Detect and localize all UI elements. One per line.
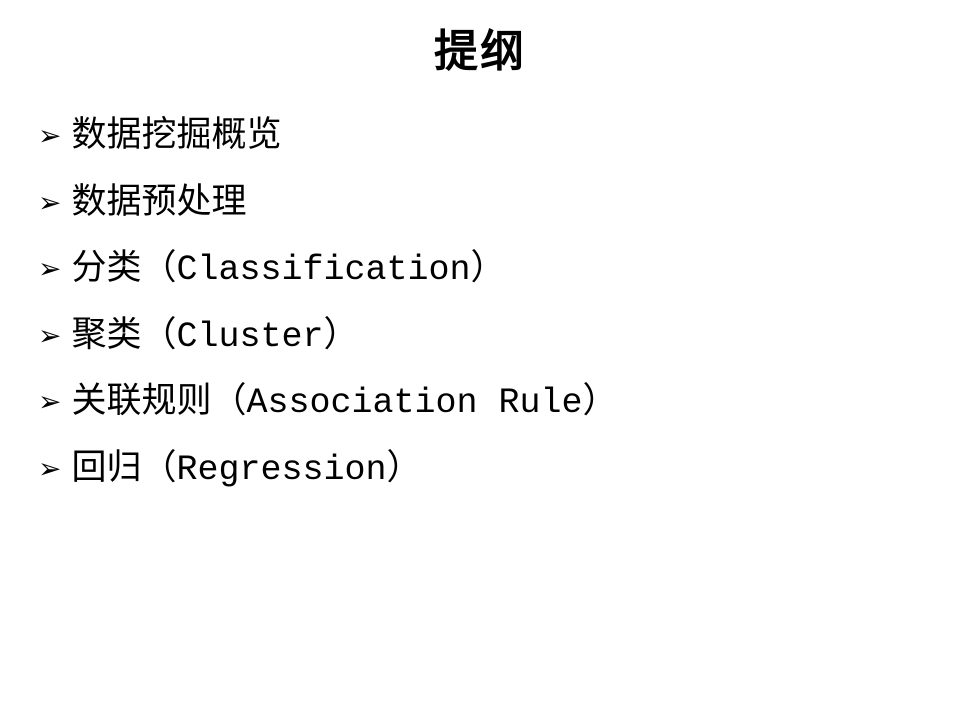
item-text: 数据预处理 — [71, 176, 246, 231]
item-text: 关联规则（Association Rule） — [71, 375, 617, 430]
bullet-icon: ➢ — [38, 448, 61, 490]
bullet-icon: ➢ — [38, 381, 61, 423]
item-text: 数据挖掘概览 — [71, 109, 281, 164]
bullet-icon: ➢ — [38, 182, 61, 224]
outline-list: ➢ 数据挖掘概览 ➢ 数据预处理 ➢ 分类（Classification） ➢ … — [30, 109, 930, 496]
list-item: ➢ 关联规则（Association Rule） — [38, 375, 930, 430]
page-title: 提纲 — [30, 15, 930, 79]
bullet-icon: ➢ — [38, 115, 61, 157]
bullet-icon: ➢ — [38, 248, 61, 290]
list-item: ➢ 数据挖掘概览 — [38, 109, 930, 164]
list-item: ➢ 聚类（Cluster） — [38, 309, 930, 364]
list-item: ➢ 分类（Classification） — [38, 242, 930, 297]
item-text: 聚类（Cluster） — [71, 309, 358, 364]
item-text: 分类（Classification） — [71, 242, 505, 297]
bullet-icon: ➢ — [38, 315, 61, 357]
list-item: ➢ 回归（Regression） — [38, 442, 930, 497]
list-item: ➢ 数据预处理 — [38, 176, 930, 231]
item-text: 回归（Regression） — [71, 442, 421, 497]
